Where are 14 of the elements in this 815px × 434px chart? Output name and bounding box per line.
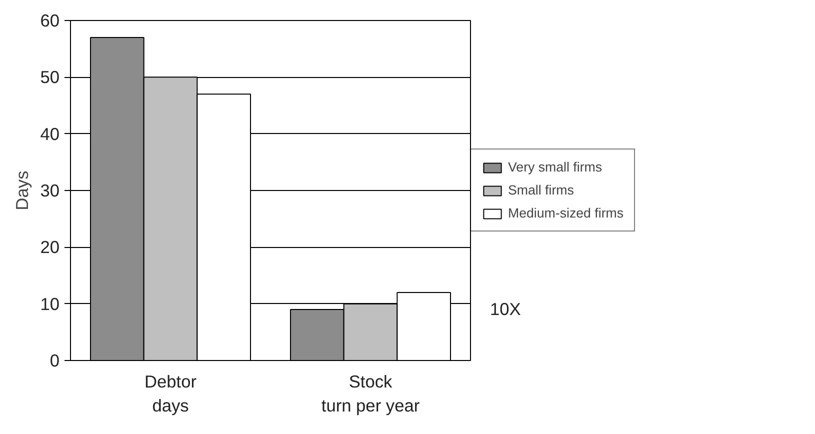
y-tick-label: 40	[40, 124, 60, 144]
x-tick-label: Debtor days	[144, 372, 197, 416]
y-axis-title: Days	[12, 170, 32, 210]
text: 10X	[490, 298, 521, 321]
y-tick-label: 30	[40, 180, 60, 200]
legend-label: Small firms	[508, 182, 574, 198]
y-tick-label: 50	[40, 67, 60, 88]
y-tick-label: 10	[40, 294, 60, 314]
legend-label: Very small firms	[508, 160, 602, 174]
y-tick-label: 20	[40, 237, 60, 258]
y-tick-label: 0	[50, 350, 60, 370]
legend-label: Medium-sized firms	[508, 206, 624, 220]
x-tick-label: Stock turn per year	[321, 372, 420, 416]
y-tick-label: 60	[40, 10, 60, 30]
